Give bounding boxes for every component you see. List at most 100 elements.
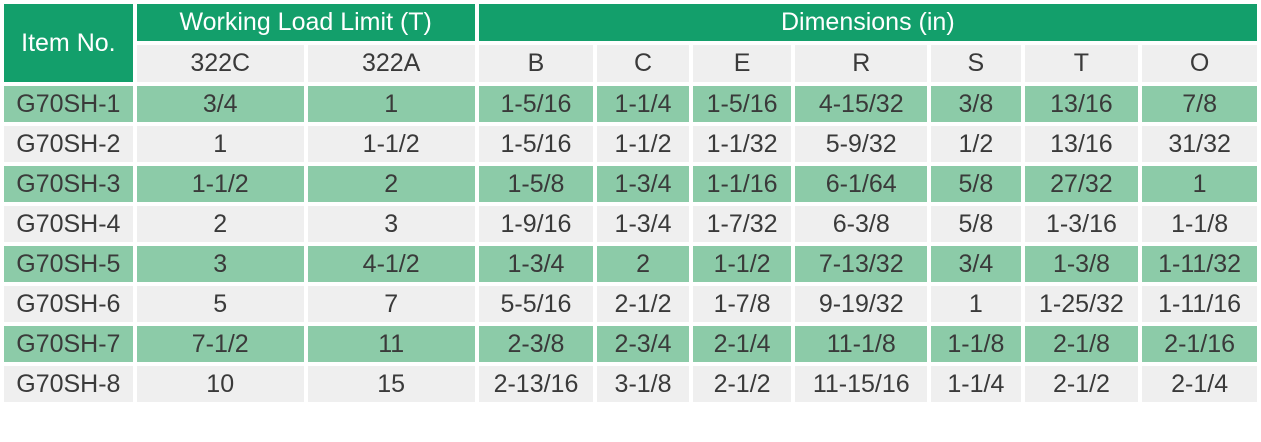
table-row: G70SH-2 1 1-1/2 1-5/16 1-1/2 1-1/32 5-9/32 1/2 1… xyxy=(4,126,1257,162)
cell-322a: 11 xyxy=(307,326,475,362)
cell-r: 11-15/16 xyxy=(795,366,928,402)
item-no-cell: G70SH-4 xyxy=(4,206,133,242)
cell-e: 1-1/16 xyxy=(692,166,792,202)
working-load-limit-header: Working Load Limit (T) xyxy=(136,4,475,41)
cell-r: 9-19/32 xyxy=(795,286,928,322)
cell-b: 1-9/16 xyxy=(478,206,594,242)
cell-s: 1/2 xyxy=(931,126,1021,162)
cell-o: 31/32 xyxy=(1142,126,1257,162)
cell-t: 1-25/32 xyxy=(1024,286,1139,322)
column-header-b: B xyxy=(478,45,594,82)
subheader-row: 322C 322A B C E R S T O xyxy=(4,45,1257,82)
cell-o: 7/8 xyxy=(1142,86,1257,122)
cell-t: 13/16 xyxy=(1024,126,1139,162)
cell-322c: 5 xyxy=(136,286,304,322)
cell-322a: 7 xyxy=(307,286,475,322)
cell-322a: 3 xyxy=(307,206,475,242)
cell-322c: 10 xyxy=(136,366,304,402)
cell-s: 1-1/4 xyxy=(931,366,1021,402)
table-row: G70SH-4 2 3 1-9/16 1-3/4 1-7/32 6-3/8 5/8 1-3/16… xyxy=(4,206,1257,242)
cell-322c: 7-1/2 xyxy=(136,326,304,362)
cell-o: 1-11/16 xyxy=(1142,286,1257,322)
cell-322a: 15 xyxy=(307,366,475,402)
table-row: G70SH-8 10 15 2-13/16 3-1/8 2-1/2 11-15/16 1-1/… xyxy=(4,366,1257,402)
cell-s: 1 xyxy=(931,286,1021,322)
table-row: G70SH-7 7-1/2 11 2-3/8 2-3/4 2-1/4 11-1/8 1-1/8… xyxy=(4,326,1257,362)
cell-c: 3-1/8 xyxy=(597,366,689,402)
cell-s: 3/4 xyxy=(931,246,1021,282)
cell-o: 1-1/8 xyxy=(1142,206,1257,242)
table-row: G70SH-1 3/4 1 1-5/16 1-1/4 1-5/16 4-15/32 3/8 13… xyxy=(4,86,1257,122)
cell-322c: 3 xyxy=(136,246,304,282)
cell-e: 1-7/32 xyxy=(692,206,792,242)
table-row: G70SH-5 3 4-1/2 1-3/4 2 1-1/2 7-13/32 3/4 1-3/8 1… xyxy=(4,246,1257,282)
cell-o: 2-1/16 xyxy=(1142,326,1257,362)
cell-c: 2-1/2 xyxy=(597,286,689,322)
cell-r: 6-1/64 xyxy=(795,166,928,202)
cell-b: 1-5/16 xyxy=(478,86,594,122)
cell-322a: 2 xyxy=(307,166,475,202)
cell-t: 13/16 xyxy=(1024,86,1139,122)
cell-r: 6-3/8 xyxy=(795,206,928,242)
table-row: G70SH-6 5 7 5-5/16 2-1/2 1-7/8 9-19/32 1 1-25/32… xyxy=(4,286,1257,322)
cell-322a: 4-1/2 xyxy=(307,246,475,282)
column-header-t: T xyxy=(1024,45,1139,82)
item-no-cell: G70SH-1 xyxy=(4,86,133,122)
cell-c: 2 xyxy=(597,246,689,282)
item-no-cell: G70SH-8 xyxy=(4,366,133,402)
cell-b: 5-5/16 xyxy=(478,286,594,322)
cell-t: 1-3/8 xyxy=(1024,246,1139,282)
cell-e: 1-7/8 xyxy=(692,286,792,322)
cell-t: 1-3/16 xyxy=(1024,206,1139,242)
cell-s: 5/8 xyxy=(931,166,1021,202)
cell-s: 3/8 xyxy=(931,86,1021,122)
cell-t: 27/32 xyxy=(1024,166,1139,202)
cell-r: 7-13/32 xyxy=(795,246,928,282)
cell-b: 2-3/8 xyxy=(478,326,594,362)
item-no-cell: G70SH-5 xyxy=(4,246,133,282)
cell-e: 2-1/4 xyxy=(692,326,792,362)
cell-s: 1-1/8 xyxy=(931,326,1021,362)
cell-o: 1 xyxy=(1142,166,1257,202)
cell-o: 2-1/4 xyxy=(1142,366,1257,402)
cell-b: 1-5/8 xyxy=(478,166,594,202)
column-header-s: S xyxy=(931,45,1021,82)
cell-t: 2-1/8 xyxy=(1024,326,1139,362)
table-body: G70SH-1 3/4 1 1-5/16 1-1/4 1-5/16 4-15/32 3/8 13… xyxy=(4,86,1257,402)
cell-322c: 1-1/2 xyxy=(136,166,304,202)
column-header-o: O xyxy=(1142,45,1257,82)
item-no-cell: G70SH-7 xyxy=(4,326,133,362)
item-no-cell: G70SH-2 xyxy=(4,126,133,162)
cell-e: 1-1/32 xyxy=(692,126,792,162)
table-row: G70SH-3 1-1/2 2 1-5/8 1-3/4 1-1/16 6-1/64 5/8 27… xyxy=(4,166,1257,202)
item-no-cell: G70SH-3 xyxy=(4,166,133,202)
cell-t: 2-1/2 xyxy=(1024,366,1139,402)
cell-322c: 1 xyxy=(136,126,304,162)
item-no-header: Item No. xyxy=(4,4,133,82)
cell-322a: 1 xyxy=(307,86,475,122)
cell-b: 2-13/16 xyxy=(478,366,594,402)
cell-r: 11-1/8 xyxy=(795,326,928,362)
cell-c: 1-3/4 xyxy=(597,206,689,242)
column-header-r: R xyxy=(795,45,928,82)
column-header-c: C xyxy=(597,45,689,82)
cell-c: 1-1/2 xyxy=(597,126,689,162)
cell-r: 4-15/32 xyxy=(795,86,928,122)
cell-c: 1-1/4 xyxy=(597,86,689,122)
cell-322a: 1-1/2 xyxy=(307,126,475,162)
column-header-e: E xyxy=(692,45,792,82)
cell-o: 1-11/32 xyxy=(1142,246,1257,282)
cell-r: 5-9/32 xyxy=(795,126,928,162)
cell-e: 1-5/16 xyxy=(692,86,792,122)
item-no-cell: G70SH-6 xyxy=(4,286,133,322)
dimensions-header: Dimensions (in) xyxy=(478,4,1257,41)
shackle-spec-table: Item No. Working Load Limit (T) Dimensio… xyxy=(4,4,1257,402)
cell-e: 1-1/2 xyxy=(692,246,792,282)
cell-322c: 2 xyxy=(136,206,304,242)
cell-c: 1-3/4 xyxy=(597,166,689,202)
cell-b: 1-5/16 xyxy=(478,126,594,162)
cell-c: 2-3/4 xyxy=(597,326,689,362)
cell-s: 5/8 xyxy=(931,206,1021,242)
cell-e: 2-1/2 xyxy=(692,366,792,402)
